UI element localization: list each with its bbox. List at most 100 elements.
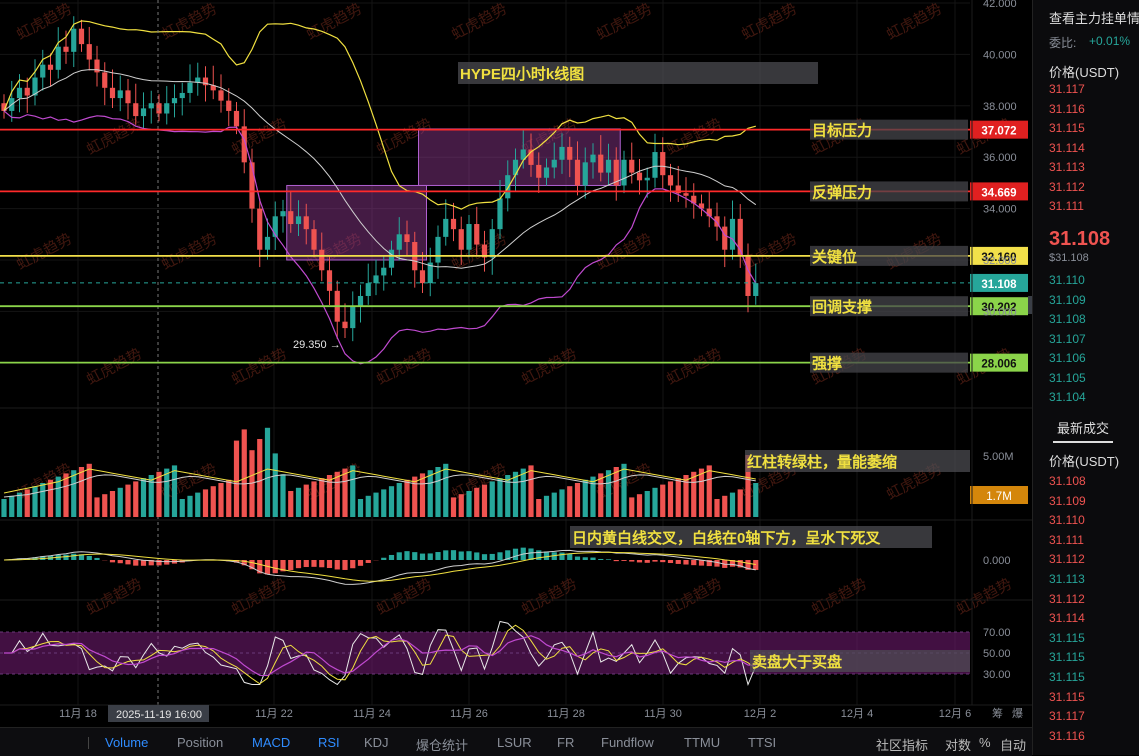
watermark-text: 虹虎趋势 <box>14 230 75 273</box>
candle-body <box>552 160 557 168</box>
level-label-4: 强撑 <box>812 355 842 373</box>
trade-row[interactable]: 31.116 <box>1049 729 1085 743</box>
volume-bar <box>63 473 68 517</box>
toolbar-right-item[interactable]: % <box>979 735 991 750</box>
rsi-axis-tick: 30.00 <box>983 669 1011 681</box>
bid-row[interactable]: 31.108 <box>1049 312 1086 326</box>
volume-bar <box>102 494 107 517</box>
volume-bar <box>164 469 169 517</box>
volume-bar <box>156 472 161 517</box>
volume-bar <box>722 496 727 517</box>
volume-bar <box>273 453 278 517</box>
macd-bar <box>397 552 402 560</box>
watermark-text: 虹虎趋势 <box>159 230 220 273</box>
trades-title[interactable]: 最新成交 <box>1057 418 1109 437</box>
price-chart[interactable]: 虹虎趋势虹虎趋势虹虎趋势虹虎趋势虹虎趋势虹虎趋势虹虎趋势虹虎趋势虹虎趋势虹虎趋势… <box>0 0 1032 727</box>
annotation-0: 红柱转绿柱，量能萎缩 <box>747 453 897 471</box>
candle-body <box>156 103 161 113</box>
trade-row[interactable]: 31.112 <box>1049 592 1085 606</box>
candle-body <box>218 90 223 100</box>
ask-row[interactable]: 31.113 <box>1049 160 1085 174</box>
trade-row[interactable]: 31.117 <box>1049 709 1085 723</box>
candle-body <box>730 219 735 250</box>
bid-row[interactable]: 31.109 <box>1049 293 1086 307</box>
watermark-text: 虹虎趋势 <box>664 345 725 388</box>
candle-body <box>683 193 688 196</box>
ask-row[interactable]: 31.111 <box>1049 199 1084 213</box>
indicator-tab-rsi[interactable]: RSI <box>318 735 340 750</box>
volume-bar <box>296 488 301 517</box>
indicator-tab-ttsi[interactable]: TTSI <box>748 735 776 750</box>
candle-body <box>621 160 626 186</box>
level-label-3: 回调支撑 <box>812 298 872 316</box>
trade-row[interactable]: 31.111 <box>1049 533 1084 547</box>
volume-current-value: 1.7M <box>986 491 1012 503</box>
ask-row[interactable]: 31.115 <box>1049 121 1085 135</box>
candle-body <box>459 229 464 250</box>
watermark-text: 虹虎趋势 <box>374 345 435 388</box>
trade-row[interactable]: 31.113 <box>1049 572 1085 586</box>
bid-row[interactable]: 31.106 <box>1049 351 1086 365</box>
indicator-tab-kdj[interactable]: KDJ <box>364 735 389 750</box>
trade-row[interactable]: 31.108 <box>1049 474 1086 488</box>
indicator-tab-fr[interactable]: FR <box>557 735 574 750</box>
macd-bar <box>319 560 324 567</box>
ask-row[interactable]: 31.117 <box>1049 82 1085 96</box>
level-label-0: 目标压力 <box>812 122 872 140</box>
ask-row[interactable]: 31.116 <box>1049 102 1085 116</box>
volume-bar <box>373 493 378 517</box>
bid-row[interactable]: 31.107 <box>1049 332 1086 346</box>
bid-row[interactable]: 31.104 <box>1049 390 1086 404</box>
indicator-tab-ttmu[interactable]: TTMU <box>684 735 720 750</box>
indicator-tab-volume[interactable]: Volume <box>105 735 148 750</box>
macd-bar <box>404 551 409 560</box>
trade-row[interactable]: 31.115 <box>1049 631 1085 645</box>
toolbar-right-item[interactable]: 对数 <box>945 735 971 754</box>
macd-bar <box>575 557 580 560</box>
ask-row[interactable]: 31.112 <box>1049 180 1085 194</box>
indicator-tab-lsur[interactable]: LSUR <box>497 735 532 750</box>
toolbar-divider <box>88 737 89 749</box>
candle-body <box>87 44 92 59</box>
candle-body <box>342 322 347 328</box>
volume-bar <box>443 464 448 517</box>
trade-row[interactable]: 31.110 <box>1049 513 1085 527</box>
orderbook-title[interactable]: 查看主力挂单情 <box>1049 8 1139 27</box>
toolbar-right-item[interactable]: 社区指标 <box>876 735 928 754</box>
watermark-text: 虹虎趋势 <box>809 575 870 618</box>
trade-row[interactable]: 31.109 <box>1049 494 1086 508</box>
macd-dif-line <box>4 550 756 584</box>
candle-body <box>187 83 192 93</box>
macd-bar <box>513 549 518 560</box>
trade-row[interactable]: 31.112 <box>1049 552 1085 566</box>
volume-bar <box>497 478 502 517</box>
trade-row[interactable]: 31.115 <box>1049 690 1085 704</box>
candle-body <box>149 103 154 108</box>
ratio-label: 委比: <box>1049 34 1076 51</box>
indicator-tab-macd[interactable]: MACD <box>252 735 290 750</box>
ask-row[interactable]: 31.114 <box>1049 141 1085 155</box>
volume-bar <box>288 491 293 517</box>
bid-row[interactable]: 31.105 <box>1049 371 1086 385</box>
trade-row[interactable]: 31.115 <box>1049 670 1085 684</box>
candle-body <box>451 219 456 229</box>
candle-body <box>234 111 239 126</box>
candle-body <box>567 147 572 160</box>
volume-bar <box>652 488 657 517</box>
macd-bar <box>428 553 433 560</box>
volume-bar <box>48 480 53 517</box>
toolbar-right-item[interactable]: 自动 <box>1000 735 1026 754</box>
indicator-tab-position[interactable]: Position <box>177 735 223 750</box>
trade-row[interactable]: 31.115 <box>1049 650 1085 664</box>
trade-row[interactable]: 31.114 <box>1049 611 1085 625</box>
candle-body <box>397 234 402 249</box>
indicator-tab-爆仓统计[interactable]: 爆仓统计 <box>416 735 468 754</box>
watermark-text: 虹虎趋势 <box>374 575 435 618</box>
bid-row[interactable]: 31.110 <box>1049 273 1085 287</box>
indicator-tab-fundflow[interactable]: Fundflow <box>601 735 654 750</box>
candle-body <box>559 147 564 160</box>
volume-bar <box>234 441 239 517</box>
volume-bar <box>428 470 433 517</box>
macd-bar <box>466 551 471 560</box>
level-price-value-1: 34.669 <box>981 187 1016 199</box>
